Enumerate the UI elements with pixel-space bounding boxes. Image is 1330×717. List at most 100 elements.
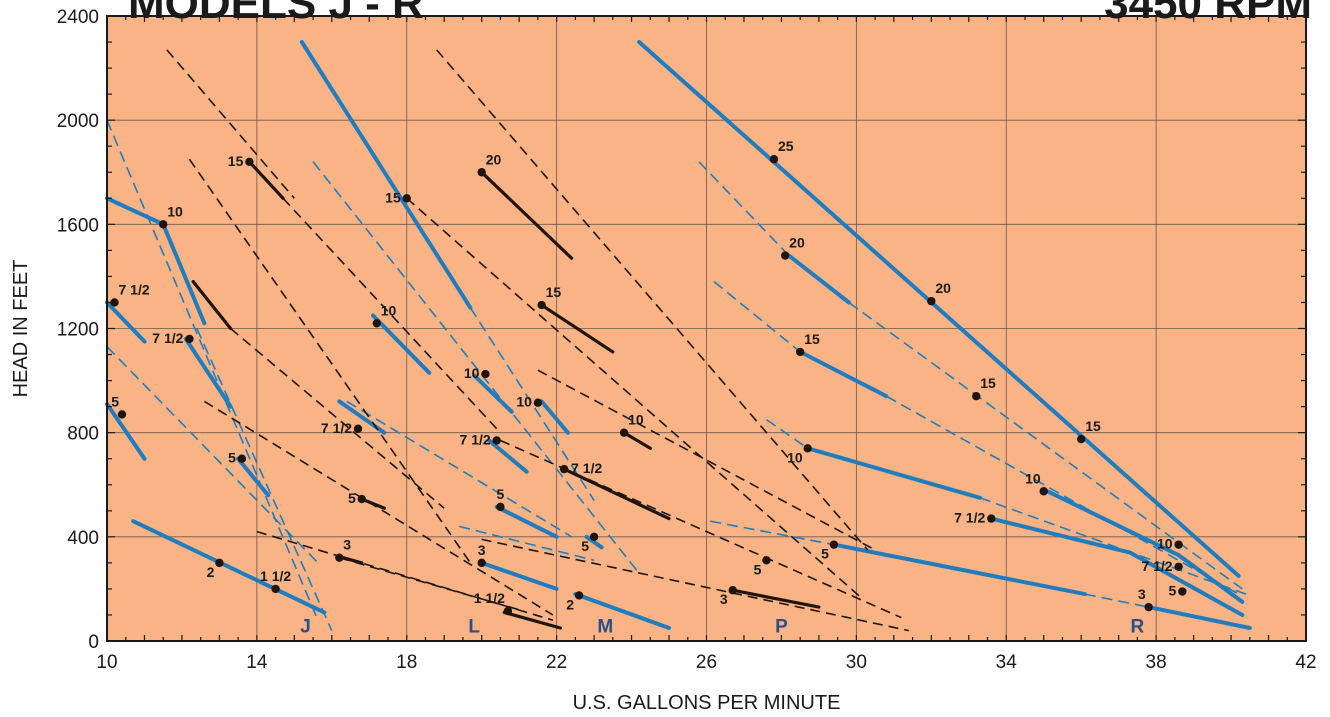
operating-point	[559, 464, 569, 474]
operating-point	[728, 586, 737, 595]
dashed-blue-curve	[848, 301, 1243, 590]
point-label: 20	[486, 151, 502, 167]
solid-blue-curve	[1146, 605, 1252, 630]
model-label: L	[468, 616, 480, 637]
model-label: J	[300, 616, 311, 637]
dashed-black-curve	[436, 49, 869, 551]
dashed-black-curve	[166, 49, 295, 199]
operating-point	[780, 251, 790, 260]
axis-ticks: 10 14 18 22 26 30 34 38 420400800120016002000240…	[57, 7, 1317, 673]
solid-blue-curve	[805, 446, 982, 500]
point-label: 3	[720, 591, 728, 607]
solid-black-curve	[539, 303, 615, 354]
operating-point	[335, 553, 344, 562]
operating-point	[589, 532, 599, 542]
point-label: 2	[566, 596, 574, 612]
point-label: 5	[497, 486, 505, 502]
solid-black-curve	[622, 431, 652, 450]
y-tick-label: 1200	[57, 320, 99, 341]
dashed-black-curve	[481, 538, 909, 632]
point-label: 15	[228, 153, 244, 169]
solid-blue-curve	[479, 560, 559, 591]
solid-blue-curve	[183, 336, 233, 409]
point-label: 15	[980, 375, 996, 391]
solid-black-curve	[502, 610, 563, 630]
solid-blue-curve	[472, 373, 514, 414]
x-tick-label: 38	[1146, 652, 1167, 673]
operating-point	[245, 157, 254, 167]
y-tick-label: 800	[67, 424, 99, 445]
x-tick-label: 42	[1295, 652, 1316, 673]
x-tick-label: 34	[996, 652, 1018, 673]
solid-blue-curve	[487, 438, 529, 474]
dashed-black-curve	[188, 158, 472, 564]
operating-point	[987, 514, 996, 523]
point-label: 2	[207, 564, 215, 580]
x-axis-title: U.S. GALLONS PER MINUTE	[573, 692, 841, 714]
solid-blue-curve	[584, 534, 604, 550]
x-tick-label: 22	[546, 652, 567, 673]
point-label: 10	[628, 412, 644, 428]
operating-point	[829, 540, 839, 549]
model-label: M	[597, 616, 613, 637]
point-label: 10	[516, 394, 532, 410]
solid-black-curve	[562, 467, 671, 521]
operating-point	[215, 558, 224, 568]
points-layer: 15 10 7 1/2 7 1/2 5 5 2 1 1/2 15 10 7 1/2 5 3 20 15 10 1…	[110, 138, 1187, 616]
y-tick-label: 2000	[57, 111, 99, 132]
point-label: 10	[1025, 470, 1041, 486]
point-label: 10	[787, 449, 803, 465]
solid-blue-curve	[494, 504, 559, 539]
operating-point	[237, 454, 247, 463]
y-tick-label: 2400	[57, 7, 99, 28]
dashed-blue-curve	[1084, 593, 1149, 608]
operating-point	[477, 168, 486, 177]
point-label: 15	[385, 189, 401, 205]
operating-point	[357, 494, 366, 504]
point-label: 7 1/2	[460, 431, 491, 447]
point-label: 15	[546, 284, 562, 300]
solid-blue-curve	[798, 349, 889, 399]
models-title: MODELS J - R	[128, 0, 424, 28]
point-label: 5	[1169, 583, 1177, 599]
dashed-blue-curve	[766, 418, 809, 449]
dashed-blue-curve	[979, 497, 1247, 595]
point-label: 15	[804, 331, 820, 347]
operating-point	[803, 444, 812, 453]
operating-point	[110, 298, 119, 307]
solid-blue-curve	[131, 519, 327, 615]
point-label: 1 1/2	[474, 590, 505, 606]
solid-blue-curve	[236, 456, 271, 498]
dashed-blue-curve	[106, 119, 318, 618]
y-tick-label: 0	[88, 632, 99, 653]
point-label: 20	[935, 280, 951, 296]
y-tick-label: 1600	[57, 215, 99, 236]
operating-point	[503, 606, 513, 616]
solid-black-curve	[731, 588, 821, 609]
operating-point	[372, 319, 381, 328]
dashed-blue-curve	[346, 400, 573, 538]
operating-point	[1076, 434, 1086, 444]
solid-black-curve	[191, 280, 233, 331]
operating-point	[1174, 562, 1183, 571]
solid-blue-curve	[786, 253, 851, 305]
point-label: 7 1/2	[1141, 558, 1172, 574]
dashed-blue-curve	[710, 520, 835, 546]
operating-point	[1174, 540, 1183, 549]
solid-blue-curve	[637, 40, 1241, 578]
dashed-black-curve	[203, 400, 554, 616]
operating-point	[117, 410, 127, 419]
operating-point	[271, 584, 280, 594]
point-label: 10	[167, 203, 183, 219]
operating-point	[619, 428, 629, 437]
operating-point	[477, 558, 486, 568]
point-label: 5	[228, 450, 236, 466]
point-label: 7 1/2	[118, 281, 149, 297]
solid-black-curve	[341, 556, 364, 565]
solid-blue-curve	[539, 399, 570, 435]
solid-blue-curve	[105, 300, 147, 344]
solid-blue-curve	[371, 313, 432, 375]
point-label: 15	[1085, 418, 1101, 434]
